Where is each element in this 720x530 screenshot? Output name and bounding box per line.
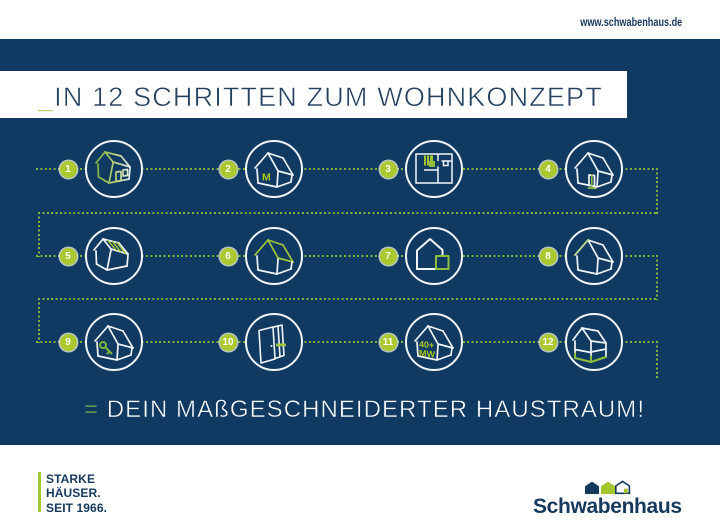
svg-text:40+: 40+ [419, 339, 434, 350]
svg-text:Schwabenhaus: Schwabenhaus [533, 495, 682, 518]
svg-text:MW: MW [419, 348, 435, 359]
svg-text:M: M [262, 172, 271, 184]
